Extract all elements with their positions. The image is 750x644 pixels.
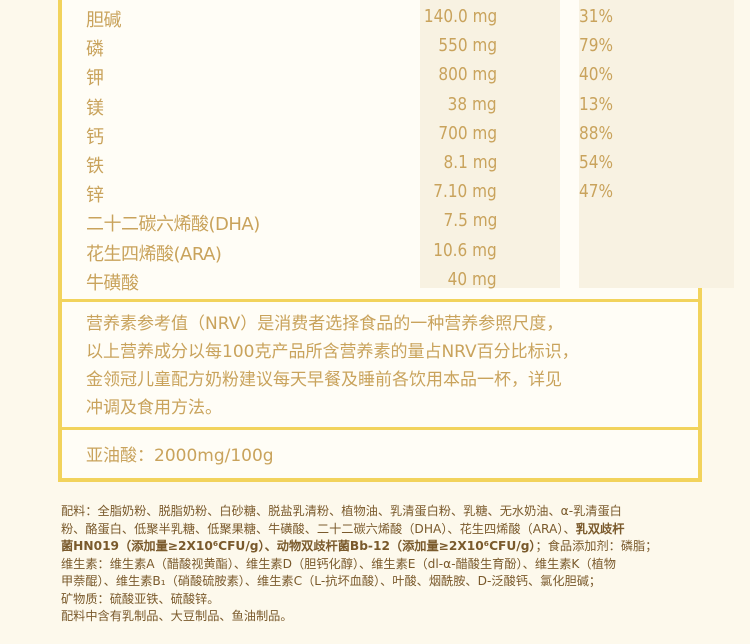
nrv-column-bg xyxy=(579,0,734,288)
note-line: 以上营养成分以每100克产品所含营养素的量占NRV百分比标识， xyxy=(86,342,579,362)
nutrient-value: 38 mg xyxy=(448,93,497,115)
nutrient-nrv: 40% xyxy=(578,64,613,86)
ingredients-list: 配料：全脂奶粉、脱脂奶粉、白砂糖、脱盐乳清粉、植物油、乳清蛋白粉、乳糖、无水奶油… xyxy=(61,503,657,626)
nutrient-value: 800 mg xyxy=(438,64,497,86)
nutrient-name: 锌 xyxy=(86,185,104,207)
note-line: 冲调及食用方法。 xyxy=(86,398,222,418)
nutrition-table-frame xyxy=(58,0,734,482)
ingredients-line: 甲萘醌）、维生素B₁（硝酸硫胺素）、维生素C（L-抗坏血酸）、叶酸、烟酰胺、D-… xyxy=(61,574,602,588)
nutrient-value: 7.10 mg xyxy=(433,181,497,203)
nutrient-row: 镁 38 mg 13% xyxy=(0,92,750,121)
nutrient-name: 磷 xyxy=(86,39,104,61)
ingredients-bold: 菌HN019（添加量≥2X10⁶CFU/g）、动物双歧杆菌Bb-12（添加量≥2… xyxy=(61,539,536,553)
nutrient-name: 铁 xyxy=(86,156,104,177)
ingredients-text: 粉、酪蛋白、低聚半乳糖、低聚果糖、牛磺酸、二十二碳六烯酸（DHA）、花生四烯酸（… xyxy=(61,521,576,536)
nutrient-row: 铁 8.1 mg 54% xyxy=(0,150,750,179)
nutrient-row: 花生四烯酸(ARA) 10.6 mg xyxy=(0,238,750,267)
nutrient-nrv: 47% xyxy=(578,181,613,203)
nutrient-value: 8.1 mg xyxy=(443,152,497,173)
nutrient-name: 钙 xyxy=(86,126,104,148)
nutrient-row: 牛磺酸 40 mg xyxy=(0,267,750,296)
ingredients-line: 配料中含有乳制品、大豆制品、鱼油制品。 xyxy=(61,609,293,623)
nutrient-nrv: 79% xyxy=(578,35,613,57)
nutrient-nrv: 88% xyxy=(578,122,613,144)
nutrient-value: 550 mg xyxy=(438,35,497,57)
nutrient-row: 二十二碳六烯酸(DHA) 7.5 mg xyxy=(0,208,750,237)
nutrient-row: 锌 7.10 mg 47% xyxy=(0,179,750,208)
ingredients-bold: 乳双歧杆 xyxy=(575,521,625,536)
nutrient-name: 镁 xyxy=(86,97,104,119)
ingredients-text: ；食品添加剂：磷脂； xyxy=(535,539,658,553)
nutrient-value: 7.5 mg xyxy=(443,210,497,232)
nutrient-value: 700 mg xyxy=(438,122,497,144)
nutrient-value: 40 mg xyxy=(448,268,497,290)
nutrient-name: 钾 xyxy=(86,68,104,90)
nutrient-nrv: 31% xyxy=(578,6,613,27)
nutrient-row: 钾 800 mg 40% xyxy=(0,62,750,91)
nutrient-nrv: 13% xyxy=(578,93,613,115)
divider xyxy=(58,427,702,430)
note-line: 营养素参考值（NRV）是消费者选择食品的一种营养参照尺度， xyxy=(86,314,564,334)
nutrient-row: 磷 550 mg 79% xyxy=(0,33,750,62)
nutrient-row: 胆碱 140.0 mg 31% xyxy=(0,4,750,33)
divider xyxy=(58,299,702,302)
nutrient-name: 牛磺酸 xyxy=(86,272,139,294)
value-column-bg xyxy=(420,0,560,288)
nutrient-name: 花生四烯酸(ARA) xyxy=(86,243,222,265)
nutrient-nrv: 54% xyxy=(578,152,613,173)
ingredients-line: 配料：全脂奶粉、脱脂奶粉、白砂糖、脱盐乳清粉、植物油、乳清蛋白粉、乳糖、无水奶油… xyxy=(61,504,622,518)
nutrient-value: 10.6 mg xyxy=(433,239,497,261)
nrv-note: 营养素参考值（NRV）是消费者选择食品的一种营养参照尺度， 以上营养成分以每10… xyxy=(86,310,686,422)
nutrient-row: 钙 700 mg 88% xyxy=(0,121,750,150)
note-line: 金领冠儿童配方奶粉建议每天早餐及睡前各饮用本品一杯，详见 xyxy=(86,370,562,390)
ingredients-line: 菌HN019（添加量≥2X10⁶CFU/g）、动物双歧杆菌Bb-12（添加量≥2… xyxy=(61,538,657,556)
nutrient-name: 胆碱 xyxy=(86,10,122,31)
ingredients-line: 矿物质：硫酸亚铁、硫酸锌。 xyxy=(61,591,220,606)
ingredients-line: 维生素：维生素A（醋酸视黄酯）、维生素D（胆钙化醇）、维生素E（dl-α-醋酸生… xyxy=(61,556,616,571)
nutrient-name: 二十二碳六烯酸(DHA) xyxy=(86,214,260,236)
ingredients-line: 粉、酪蛋白、低聚半乳糖、低聚果糖、牛磺酸、二十二碳六烯酸（DHA）、花生四烯酸（… xyxy=(61,521,657,539)
nutrient-value: 140.0 mg xyxy=(423,6,497,27)
linoleic-acid: 亚油酸：2000mg/100g xyxy=(86,446,274,466)
